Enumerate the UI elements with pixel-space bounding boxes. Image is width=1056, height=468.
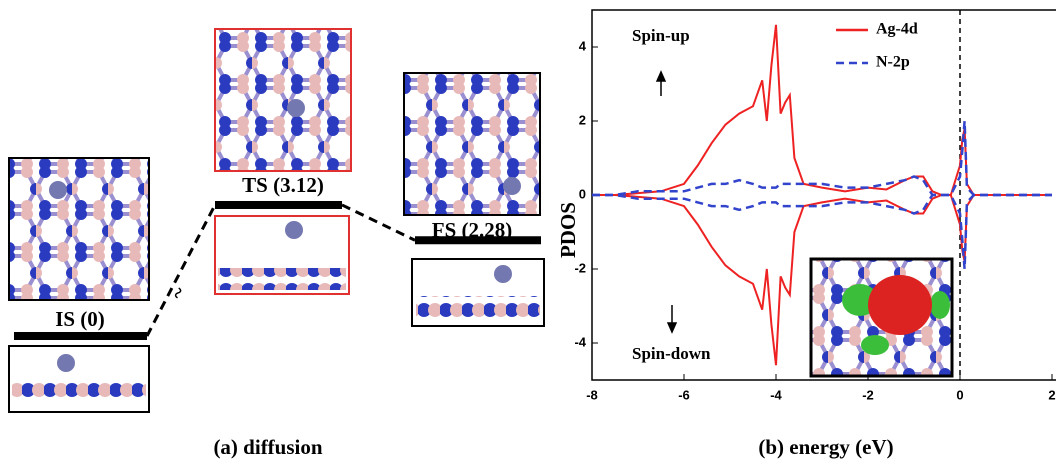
- y-tick-label: -4: [574, 334, 586, 349]
- x-tick-label: -6: [678, 387, 690, 402]
- x-tick-label: 2: [1048, 387, 1055, 402]
- y-tick-label: -2: [574, 260, 586, 275]
- annotation: Spin-up: [632, 26, 690, 45]
- level-label: IS (0): [55, 307, 105, 331]
- connector: [147, 205, 215, 336]
- level-label: TS (3.12): [242, 173, 324, 197]
- annotation: Spin-down: [632, 344, 711, 363]
- figure: IS (0) TS (3.12) FS (2.28) ~ (a) diffusi…: [0, 0, 1056, 468]
- y-tick-label: 0: [579, 186, 586, 201]
- y-axis-label: PDOS: [556, 202, 580, 258]
- y-tick-label: 4: [579, 38, 587, 53]
- x-tick-label: -2: [862, 387, 874, 402]
- inset: [811, 259, 952, 376]
- pdos-line: [592, 25, 1052, 195]
- caption: (b) energy (eV): [758, 435, 893, 459]
- x-tick-label: -4: [770, 387, 782, 402]
- pdos-line: [592, 121, 1052, 195]
- caption: (a) diffusion: [213, 435, 322, 459]
- y-tick-label: 2: [579, 112, 586, 127]
- x-tick-label: -8: [586, 387, 598, 402]
- legend-label: N-2p: [876, 54, 910, 71]
- legend-label: Ag-4d: [876, 21, 918, 38]
- x-tick-label: 0: [956, 387, 963, 402]
